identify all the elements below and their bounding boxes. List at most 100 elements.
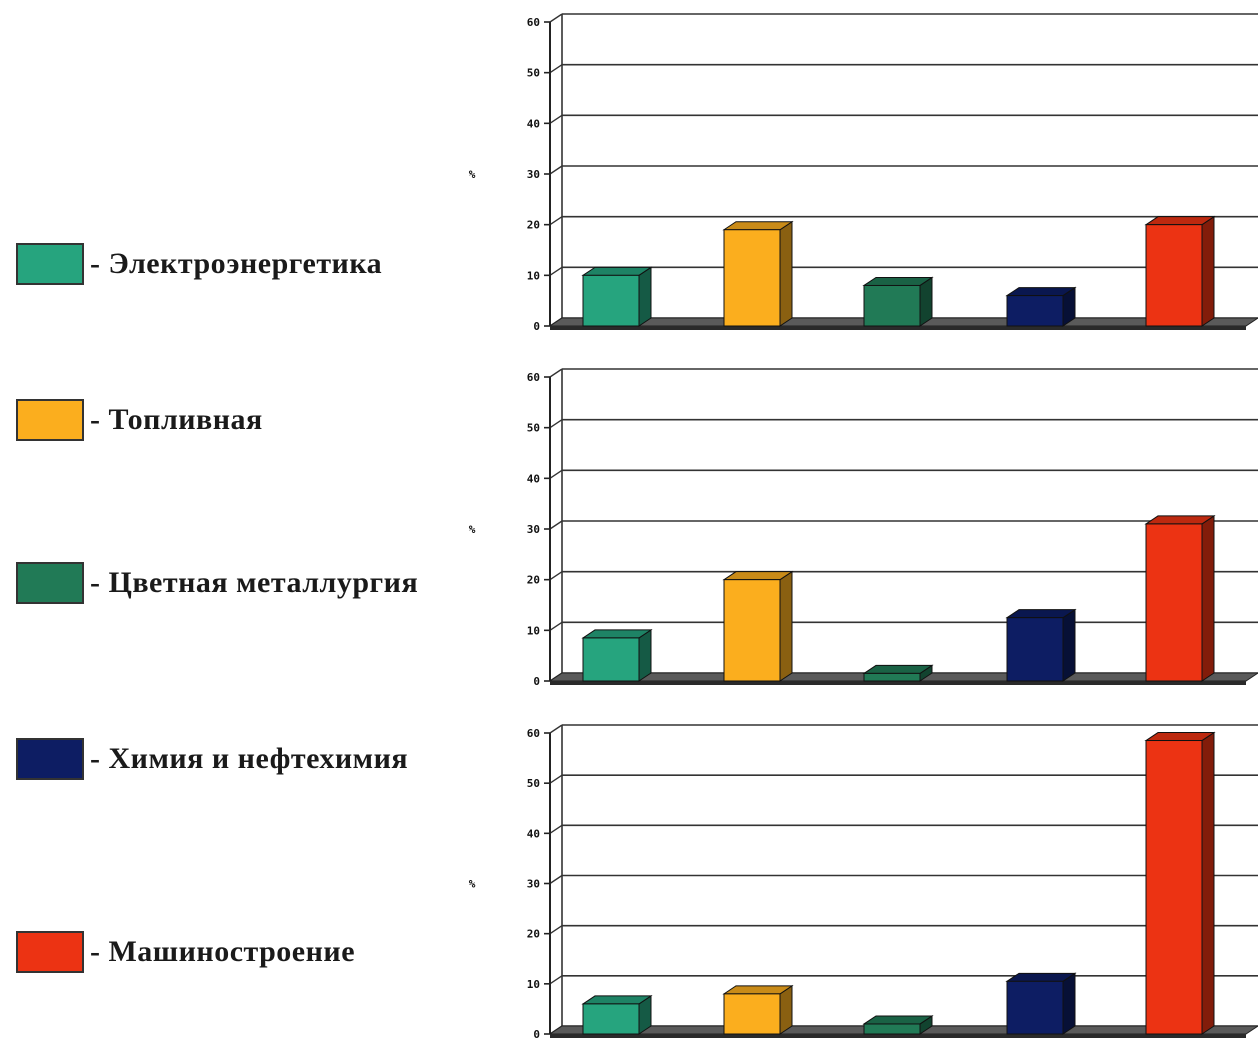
chart-1-bar-3-top — [862, 276, 934, 286]
chart-3-bar-1-top — [581, 995, 653, 1005]
chart-1-grid-depth-6 — [549, 13, 563, 23]
chart-1-bar-5 — [1144, 215, 1216, 327]
chart-3-bar-2 — [722, 984, 794, 1035]
chart-1-bar-4-front — [1006, 295, 1064, 327]
chart-1-grid-depth-3 — [549, 165, 563, 175]
chart-1-bar-1-top — [581, 266, 653, 276]
chart-3-bar-5-front — [1145, 740, 1203, 1035]
chart-1-floor-edge — [550, 326, 1246, 330]
chart-2-grid-depth-2 — [549, 571, 563, 581]
chart-3-grid-depth-5 — [549, 774, 563, 784]
chart-1-bar-3 — [862, 276, 934, 327]
legend-swatch-nonferrous — [16, 562, 84, 604]
legend-item-nonferrous: - Цветная металлургия — [16, 559, 418, 607]
chart-1-grid-depth-2 — [549, 216, 563, 226]
chart-1-bar-5-side — [1201, 215, 1215, 327]
chart-2-bar-3 — [862, 664, 934, 682]
chart-2-ytick-label-0: 0 — [533, 675, 540, 688]
chart-3-ytick-label-6: 60 — [527, 727, 540, 740]
chart-panel-2: 0 10 20 30 40 50 60% — [469, 368, 1258, 688]
chart-1-bar-2-side — [779, 220, 793, 327]
chart-2-bar-2-top — [722, 571, 794, 581]
legend-swatch-chemistry — [16, 738, 84, 780]
chart-3-bar-4-front — [1006, 980, 1064, 1035]
chart-1-ytick-label-3: 30 — [527, 168, 540, 181]
legend-swatch-machinery — [16, 931, 84, 973]
chart-3-bar-2-top — [722, 985, 794, 995]
legend: - Электроэнергетика - Топливная - Цветна… — [0, 0, 520, 1045]
chart-3-bar-3-top — [862, 1015, 934, 1025]
legend-swatch-electro — [16, 243, 84, 285]
chart-2-ytick-label-2: 20 — [527, 574, 540, 587]
chart-2-bar-5 — [1144, 514, 1216, 682]
chart-3-bar-1-front — [582, 1003, 640, 1035]
chart-1-grid-depth-5 — [549, 64, 563, 74]
chart-3-bar-5-top — [1144, 732, 1216, 742]
chart-3-grid-depth-3 — [549, 874, 563, 885]
chart-1-ytick-label-2: 20 — [527, 219, 540, 232]
legend-item-chemistry: - Химия и нефтехимия — [16, 735, 408, 783]
chart-1-bar-2 — [722, 220, 794, 327]
chart-3-floor-edge — [550, 1034, 1246, 1038]
legend-item-fuel: - Топливная — [16, 396, 263, 444]
chart-3-bar-4-top — [1005, 972, 1077, 982]
chart-3-ytick-label-3: 30 — [527, 878, 540, 891]
chart-2-bar-5-top — [1144, 515, 1216, 525]
chart-1-bar-4 — [1005, 286, 1077, 327]
chart-3-bar-5-side — [1201, 731, 1215, 1035]
chart-3-bar-5 — [1144, 731, 1216, 1035]
chart-2-bar-1-side — [638, 628, 652, 682]
chart-2-bar-5-front — [1145, 523, 1203, 682]
chart-3-ytick-label-5: 50 — [527, 777, 540, 790]
chart-2-bar-4-side — [1062, 608, 1076, 682]
chart-3-grid-depth-1 — [549, 975, 563, 985]
chart-2-bar-5-side — [1201, 514, 1215, 682]
chart-3-bar-2-front — [723, 993, 781, 1035]
chart-3-ytick-label-1: 10 — [527, 978, 540, 991]
chart-2-bar-2 — [722, 570, 794, 682]
chart-2-ylabel: % — [469, 523, 476, 536]
chart-3-grid-depth-2 — [549, 925, 563, 935]
chart-2-bar-2-front — [723, 579, 781, 682]
chart-2-floor-edge — [550, 681, 1246, 685]
legend-item-electro: - Электроэнергетика — [16, 240, 382, 288]
chart-3-ytick-label-2: 20 — [527, 928, 540, 941]
chart-3-bar-3 — [862, 1015, 934, 1035]
legend-label-machinery: - Машиностроение — [90, 935, 356, 968]
chart-2-ytick-label-4: 40 — [527, 472, 540, 485]
chart-1-grid-depth-4 — [549, 114, 563, 124]
chart-3-bar-1 — [581, 994, 653, 1035]
chart-2-ytick-label-3: 30 — [527, 523, 540, 536]
legend-label-fuel: - Топливная — [90, 403, 263, 436]
chart-2-bar-1 — [581, 628, 653, 682]
chart-3-bar-4 — [1005, 972, 1077, 1035]
legend-label-chemistry: - Химия и нефтехимия — [90, 742, 409, 775]
chart-1-bar-1-side — [638, 266, 652, 327]
chart-2-ytick-label-6: 60 — [527, 371, 540, 384]
chart-1-grid-depth-1 — [549, 266, 563, 276]
chart-2-grid-depth-6 — [549, 368, 563, 378]
legend-swatch-fuel — [16, 399, 84, 441]
chart-1-bar-1 — [581, 266, 653, 327]
chart-2-grid-depth-3 — [549, 520, 563, 530]
chart-2-bar-1-top — [581, 629, 653, 639]
legend-item-machinery: - Машиностроение — [16, 928, 355, 976]
chart-1-bar-2-front — [723, 229, 781, 327]
chart-2-grid-depth-5 — [549, 419, 563, 429]
chart-1-bar-3-front — [863, 284, 921, 327]
chart-2-bar-2-side — [779, 570, 793, 682]
chart-1-ylabel: % — [469, 168, 476, 181]
chart-2-bar-1-front — [582, 637, 640, 682]
chart-2-ytick-label-1: 10 — [527, 624, 540, 637]
chart-2-bar-4-front — [1006, 617, 1064, 682]
chart-3-ytick-label-0: 0 — [533, 1028, 540, 1041]
chart-1-bar-5-top — [1144, 216, 1216, 226]
chart-1-bar-5-front — [1145, 224, 1203, 327]
chart-2-bar-3-front — [863, 672, 921, 682]
chart-3-ytick-label-4: 40 — [527, 827, 540, 840]
chart-2-bar-3-top — [862, 664, 934, 674]
legend-label-electro: - Электроэнергетика — [90, 247, 383, 280]
chart-2-bar-4 — [1005, 608, 1077, 682]
chart-panel-1: 0 10 20 30 40 50 60% — [469, 13, 1258, 333]
